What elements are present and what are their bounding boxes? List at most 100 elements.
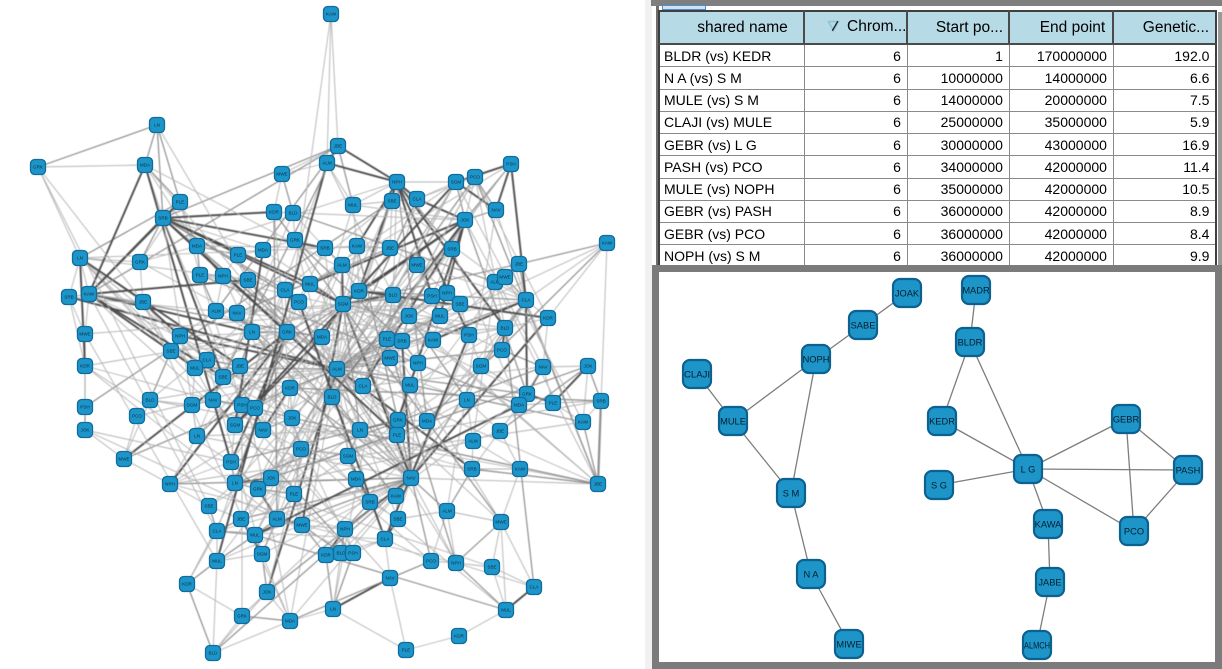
svg-text:SGM: SGM <box>230 423 241 428</box>
svg-text:MUL: MUL <box>405 383 415 388</box>
svg-text:SBE: SBE <box>487 565 496 570</box>
svg-text:MUL: MUL <box>501 608 511 613</box>
svg-text:KAW: KAW <box>602 241 613 246</box>
svg-text:GRK: GRK <box>522 392 533 397</box>
svg-text:LN: LN <box>249 330 255 335</box>
svg-text:KAWA: KAWA <box>1035 519 1062 529</box>
svg-text:KDR: KDR <box>182 582 192 587</box>
svg-text:JOK: JOK <box>461 218 471 223</box>
svg-text:GEBR: GEBR <box>1113 414 1140 424</box>
svg-text:PLE: PLE <box>234 253 243 258</box>
svg-text:ALMCH: ALMCH <box>1024 640 1050 650</box>
svg-text:CLA: CLA <box>522 298 532 303</box>
svg-text:KAW: KAW <box>84 292 95 297</box>
svg-text:PLE: PLE <box>393 433 402 438</box>
svg-text:KAW: KAW <box>515 467 526 472</box>
svg-text:PCO: PCO <box>296 447 306 452</box>
svg-text:SRB: SRB <box>397 339 406 344</box>
svg-text:MWE: MWE <box>411 263 422 268</box>
svg-text:NOPH: NOPH <box>803 354 830 364</box>
svg-text:GRK: GRK <box>33 165 44 170</box>
svg-text:BLD: BLD <box>501 326 511 331</box>
svg-text:SABE: SABE <box>851 320 876 330</box>
svg-text:ALM: ALM <box>272 517 282 522</box>
svg-text:MWE: MWE <box>118 457 129 462</box>
svg-text:SBE: SBE <box>455 302 464 307</box>
svg-text:PLE: PLE <box>549 401 558 406</box>
svg-text:MADR: MADR <box>962 285 990 295</box>
svg-text:MDA: MDA <box>140 163 151 168</box>
svg-text:PLE: PLE <box>196 273 205 278</box>
svg-text:NPH: NPH <box>218 274 228 279</box>
svg-text:MWE: MWE <box>495 520 506 525</box>
svg-text:BLD: BLD <box>209 651 219 656</box>
svg-text:NPH: NPH <box>165 482 175 487</box>
svg-text:MWE: MWE <box>499 275 510 280</box>
svg-text:PCO: PCO <box>132 414 142 419</box>
svg-text:MIWE: MIWE <box>836 639 861 649</box>
svg-text:JOK: JOK <box>584 364 594 369</box>
svg-text:MUL: MUL <box>190 366 200 371</box>
svg-text:JBE: JBE <box>386 246 394 251</box>
svg-text:S M: S M <box>783 488 800 498</box>
svg-text:JOK: JOK <box>288 416 298 421</box>
svg-text:CLA: CLA <box>203 358 213 363</box>
svg-text:MDA: MDA <box>422 419 433 424</box>
svg-text:KDR: KDR <box>543 316 553 321</box>
svg-text:JBE: JBE <box>236 364 244 369</box>
svg-text:MWE: MWE <box>384 356 395 361</box>
svg-text:SRB: SRB <box>64 295 73 300</box>
svg-text:CLA: CLA <box>530 585 540 590</box>
svg-text:S G: S G <box>931 480 947 490</box>
svg-text:NAV: NAV <box>491 208 501 213</box>
svg-text:SRB: SRB <box>320 246 329 251</box>
svg-text:SGM: SGM <box>476 364 487 369</box>
svg-text:GRK: GRK <box>135 260 146 265</box>
svg-text:KAW: KAW <box>391 494 402 499</box>
svg-text:PSH: PSH <box>226 460 235 465</box>
svg-text:CLA: CLA <box>359 384 369 389</box>
svg-text:MWE: MWE <box>276 172 287 177</box>
svg-text:PCO: PCO <box>1124 526 1144 536</box>
svg-text:N A: N A <box>804 569 820 579</box>
svg-text:JBE: JBE <box>139 300 147 305</box>
svg-text:KDR: KDR <box>80 364 90 369</box>
svg-text:MUL: MUL <box>435 314 445 319</box>
svg-text:MUL: MUL <box>348 203 358 208</box>
svg-text:PSH: PSH <box>464 333 473 338</box>
svg-text:LN: LN <box>77 256 83 261</box>
svg-text:KDR: KDR <box>454 634 464 639</box>
svg-text:NPH: NPH <box>413 361 423 366</box>
svg-text:NAV: NAV <box>258 428 268 433</box>
svg-text:LN: LN <box>194 434 200 439</box>
svg-text:MUL: MUL <box>250 533 260 538</box>
svg-text:BLD: BLD <box>389 293 399 298</box>
svg-text:NAV: NAV <box>232 311 242 316</box>
svg-text:PSH: PSH <box>506 162 515 167</box>
svg-text:NAV: NAV <box>208 398 218 403</box>
svg-text:JBE: JBE <box>594 482 602 487</box>
svg-text:PCO: PCO <box>294 300 304 305</box>
svg-text:NPH: NPH <box>451 561 461 566</box>
svg-text:JBE: JBE <box>237 517 245 522</box>
svg-text:PSH: PSH <box>348 551 357 556</box>
svg-text:BLD: BLD <box>337 551 347 556</box>
svg-text:MULE: MULE <box>720 416 746 426</box>
svg-text:MWE: MWE <box>296 523 307 528</box>
svg-text:JOK: JOK <box>267 476 277 481</box>
svg-text:CLA: CLA <box>281 288 291 293</box>
svg-text:SGM: SGM <box>257 552 268 557</box>
svg-text:KEDR: KEDR <box>929 416 955 426</box>
svg-text:KDR: KDR <box>354 289 364 294</box>
svg-text:BLDR: BLDR <box>958 337 983 347</box>
svg-text:SBE: SBE <box>243 278 252 283</box>
svg-text:JOAK: JOAK <box>895 288 920 298</box>
svg-text:NPH: NPH <box>175 334 185 339</box>
svg-text:SBE: SBE <box>218 375 227 380</box>
svg-text:GRK: GRK <box>237 614 248 619</box>
svg-text:LN: LN <box>357 428 363 433</box>
svg-text:JOK: JOK <box>81 428 91 433</box>
svg-text:SGM: SGM <box>338 302 349 307</box>
svg-text:MDA: MDA <box>317 335 328 340</box>
svg-text:PLE: PLE <box>290 492 299 497</box>
